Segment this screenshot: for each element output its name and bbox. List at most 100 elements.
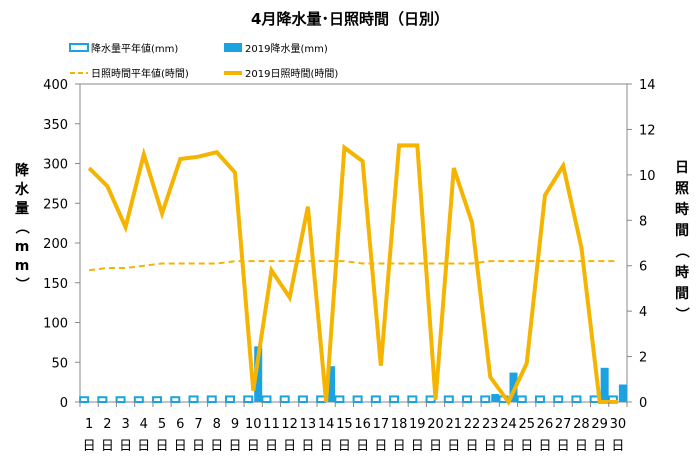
y-left-tick-label: 0 <box>60 396 68 411</box>
y-left-tick-label: 150 <box>43 277 68 292</box>
normal-precip-bar <box>534 395 545 403</box>
x-tick-label: 17 <box>373 417 390 432</box>
y-left-label-char: 降 <box>15 162 30 179</box>
plot-area <box>79 83 628 403</box>
x-tick-day-label: 日 <box>466 439 479 454</box>
x-tick-day-label: 日 <box>320 439 333 454</box>
x-tick-label: 25 <box>518 417 535 432</box>
y-left-label-char: 水 <box>15 181 30 198</box>
x-tick-day-label: 日 <box>538 439 551 454</box>
y-right-tick-label: 2 <box>639 351 647 366</box>
legend: 降水量平年値(mm) 2019降水量(mm) 日照時間平年値(時間) 2019日照時間… <box>69 42 338 80</box>
y-right-tick-label: 8 <box>639 214 647 229</box>
x-tick-day-label: 日 <box>83 439 96 454</box>
y-left-tick-label: 100 <box>43 317 68 332</box>
normal-precip-bar <box>133 396 144 404</box>
legend-label-sunshine-2019: 2019日照時間(時間) <box>245 68 338 80</box>
x-tick-day-label: 日 <box>447 439 460 454</box>
normal-precip-bar <box>206 395 217 403</box>
legend-label-precip-2019: 2019降水量(mm) <box>245 42 328 55</box>
x-tick-label: 6 <box>176 417 184 432</box>
y-right-tick-label: 14 <box>639 78 656 93</box>
x-tick-day-label: 日 <box>192 439 205 454</box>
legend-label-normal-precip: 降水量平年値(mm) <box>91 42 178 55</box>
x-tick-day-label: 日 <box>174 439 187 454</box>
sunshine-2019-line <box>87 143 618 406</box>
y-right-label-char: 間 <box>675 223 689 239</box>
y-right-tick-label: 12 <box>639 123 656 138</box>
x-tick-day-label: 日 <box>429 439 442 454</box>
normal-precip-bar <box>443 395 454 403</box>
normal-precip-bar <box>425 395 436 403</box>
x-tick-day-label: 日 <box>411 439 424 454</box>
x-tick-label: 9 <box>231 417 239 432</box>
x-tick-label: 5 <box>158 417 166 432</box>
x-tick-day-label: 日 <box>210 439 223 454</box>
y-right-tick-label: 10 <box>639 169 656 184</box>
y-left-label-char: ） <box>13 277 29 291</box>
x-tick-day-label: 日 <box>247 439 260 454</box>
x-tick-label: 7 <box>194 417 202 432</box>
x-tick-label: 3 <box>121 417 129 432</box>
legend-swatch-precip-2019 <box>224 43 242 52</box>
x-tick-day-label: 日 <box>502 439 515 454</box>
y-right-label-char: 日 <box>675 160 689 176</box>
normal-precip-bar <box>462 395 473 403</box>
normal-sunshine-line <box>88 260 618 272</box>
y-left-tick-label: 200 <box>43 237 68 252</box>
y-left-label-char: m <box>15 258 30 274</box>
x-tick-label: 22 <box>464 417 481 432</box>
x-tick-label: 27 <box>555 417 572 432</box>
y-left-tick-label: 300 <box>43 158 68 173</box>
x-tick-label: 20 <box>427 417 444 432</box>
sunshine-lines <box>87 143 618 406</box>
y-right-label-char: 間 <box>675 286 689 302</box>
y-left-tick-label: 400 <box>43 78 68 93</box>
x-tick-day-label: 日 <box>593 439 606 454</box>
x-tick-day-label: 日 <box>265 439 278 454</box>
y-right-label-char: ） <box>673 307 689 321</box>
x-tick-label: 30 <box>610 417 627 432</box>
normal-precip-bar <box>370 395 381 403</box>
x-tick-label: 1 <box>85 417 93 432</box>
y-left-label-char: m <box>15 239 30 255</box>
y-left-tick-label: 250 <box>43 197 68 212</box>
x-tick-label: 26 <box>537 417 554 432</box>
x-tick-day-label: 日 <box>356 439 369 454</box>
normal-precip-bar <box>152 396 163 404</box>
normal-precip-bar <box>261 395 272 403</box>
normal-precip-bars <box>79 395 618 404</box>
y-axis-left-ticks: 0 50 100 150 200 250 300 350 400 <box>43 78 80 411</box>
legend-label-normal-sunshine: 日照時間平年値(時間) <box>91 67 189 80</box>
y-right-tick-label: 0 <box>639 396 647 411</box>
x-tick-label: 14 <box>318 417 335 432</box>
x-tick-label: 23 <box>482 417 499 432</box>
x-tick-label: 19 <box>409 417 426 432</box>
x-tick-label: 8 <box>213 417 221 432</box>
precip-2019-bar <box>618 384 627 402</box>
x-tick-day-label: 日 <box>101 439 114 454</box>
x-tick-label: 10 <box>245 417 262 432</box>
x-tick-label: 11 <box>263 417 280 432</box>
x-tick-day-label: 日 <box>156 439 169 454</box>
precip-2019-bar <box>600 367 609 402</box>
normal-precip-bar <box>297 395 308 403</box>
x-tick-day-label: 日 <box>301 439 314 454</box>
y-right-label-char: 時 <box>675 264 689 281</box>
x-tick-label: 18 <box>391 417 408 432</box>
x-tick-day-label: 日 <box>137 439 150 454</box>
normal-precip-bar <box>115 396 126 404</box>
normal-precip-bar <box>243 395 254 403</box>
x-tick-day-label: 日 <box>611 439 624 454</box>
normal-precip-bar <box>352 395 363 403</box>
legend-swatch-normal-precip <box>69 43 89 52</box>
y-left-tick-label: 50 <box>51 356 68 371</box>
x-tick-label: 2 <box>103 417 111 432</box>
chart-title: 4月降水量･日照時間（日別） <box>251 10 449 28</box>
normal-precip-bar <box>97 396 108 404</box>
normal-precip-bar <box>480 395 491 403</box>
y-axis-right-label: 日照時間（時間） <box>673 160 689 321</box>
y-right-label-char: 時 <box>675 201 689 218</box>
x-tick-day-label: 日 <box>393 439 406 454</box>
